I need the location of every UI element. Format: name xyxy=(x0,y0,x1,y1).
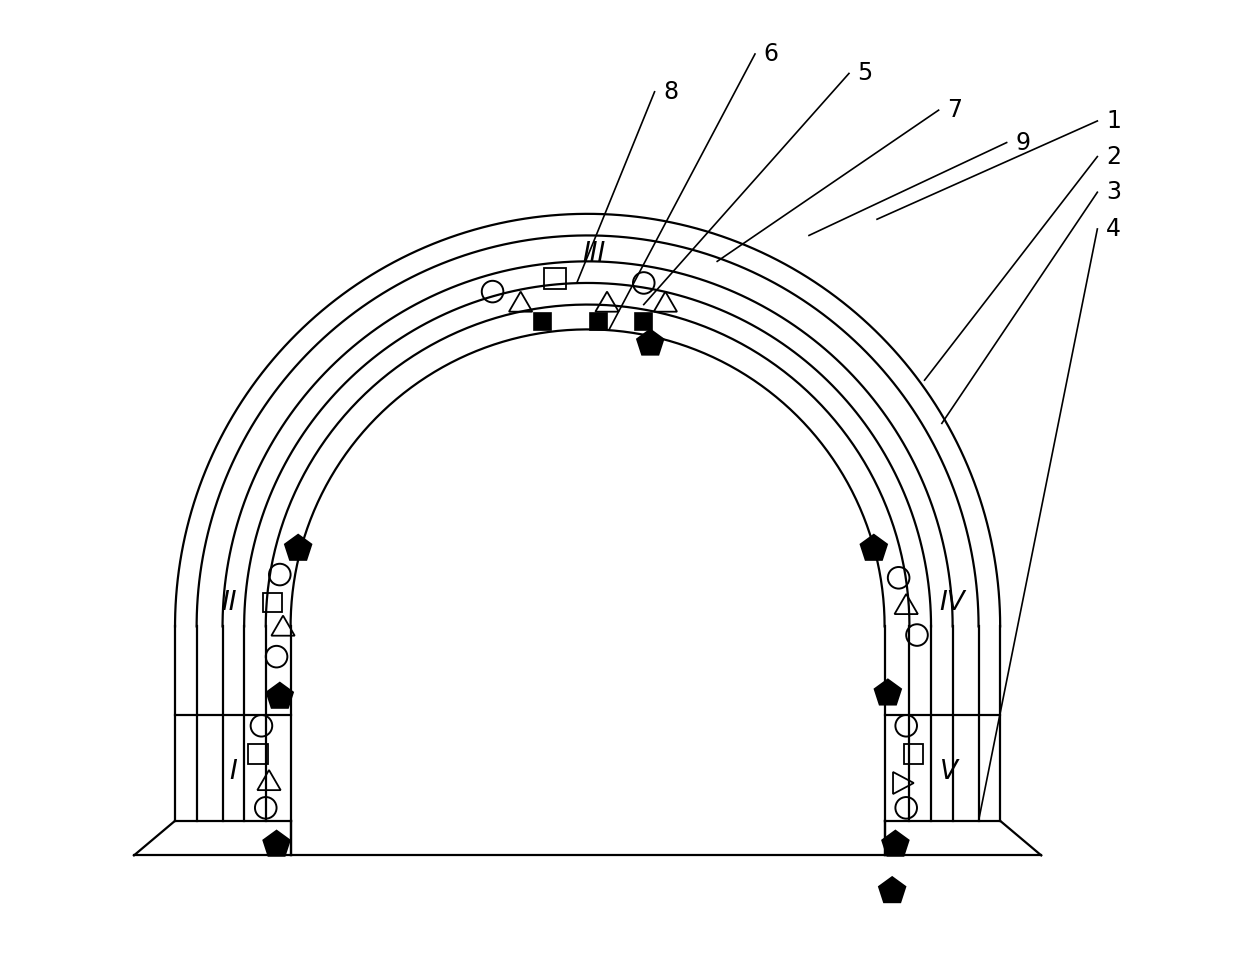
Bar xyxy=(248,745,268,764)
Text: IV: IV xyxy=(940,590,966,615)
Text: II: II xyxy=(221,590,237,615)
Text: 3: 3 xyxy=(1106,180,1121,204)
Polygon shape xyxy=(879,877,905,902)
Text: 9: 9 xyxy=(1016,130,1030,155)
Text: 2: 2 xyxy=(1106,145,1121,168)
Polygon shape xyxy=(882,830,909,856)
Text: 5: 5 xyxy=(858,61,873,86)
Polygon shape xyxy=(637,330,663,355)
Text: III: III xyxy=(583,241,605,266)
Text: 4: 4 xyxy=(1106,217,1121,241)
Polygon shape xyxy=(861,535,887,560)
Text: 8: 8 xyxy=(663,80,678,104)
Bar xyxy=(590,313,608,330)
Polygon shape xyxy=(285,535,311,560)
Bar xyxy=(263,593,281,612)
Text: 6: 6 xyxy=(764,42,779,66)
Text: I: I xyxy=(229,759,237,785)
Bar xyxy=(533,313,551,330)
Bar xyxy=(635,313,652,330)
Text: 7: 7 xyxy=(947,98,962,122)
Bar xyxy=(544,268,565,290)
Polygon shape xyxy=(263,830,290,856)
Polygon shape xyxy=(874,679,901,705)
Bar xyxy=(904,745,924,764)
Text: V: V xyxy=(940,759,959,785)
Text: 1: 1 xyxy=(1106,109,1121,133)
Polygon shape xyxy=(267,682,293,708)
